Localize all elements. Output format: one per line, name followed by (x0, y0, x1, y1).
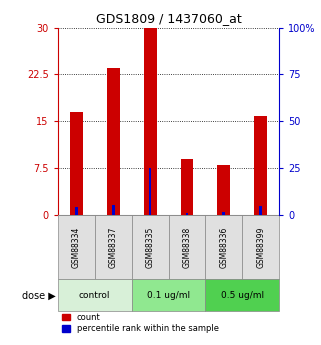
Bar (180, 159, 194, 215)
Bar (75, 207, 78, 215)
Bar (70, 112, 83, 215)
Bar (259, 206, 262, 215)
Bar (222, 212, 225, 215)
Text: GSM88337: GSM88337 (108, 226, 118, 268)
FancyBboxPatch shape (132, 215, 169, 279)
Text: dose ▶: dose ▶ (22, 290, 56, 300)
Bar (149, 168, 152, 215)
Text: control: control (79, 291, 110, 300)
Bar (254, 116, 267, 215)
FancyBboxPatch shape (58, 279, 132, 311)
FancyBboxPatch shape (205, 215, 242, 279)
FancyBboxPatch shape (169, 215, 205, 279)
FancyBboxPatch shape (242, 215, 279, 279)
Bar (112, 205, 115, 215)
Text: GSM88399: GSM88399 (256, 226, 265, 268)
Text: 0.5 ug/ml: 0.5 ug/ml (221, 291, 264, 300)
Title: GDS1809 / 1437060_at: GDS1809 / 1437060_at (96, 12, 241, 25)
FancyBboxPatch shape (205, 279, 279, 311)
FancyBboxPatch shape (95, 215, 132, 279)
FancyBboxPatch shape (132, 279, 205, 311)
Text: GSM88336: GSM88336 (219, 226, 229, 268)
Text: GSM88335: GSM88335 (145, 226, 155, 268)
FancyBboxPatch shape (58, 215, 95, 279)
Bar (186, 213, 188, 215)
Bar (217, 165, 230, 215)
Text: GSM88338: GSM88338 (182, 226, 192, 268)
Bar (143, 28, 157, 215)
Bar (107, 68, 120, 215)
Text: GSM88334: GSM88334 (72, 226, 81, 268)
Legend: count, percentile rank within the sample: count, percentile rank within the sample (62, 313, 219, 333)
Text: 0.1 ug/ml: 0.1 ug/ml (147, 291, 190, 300)
